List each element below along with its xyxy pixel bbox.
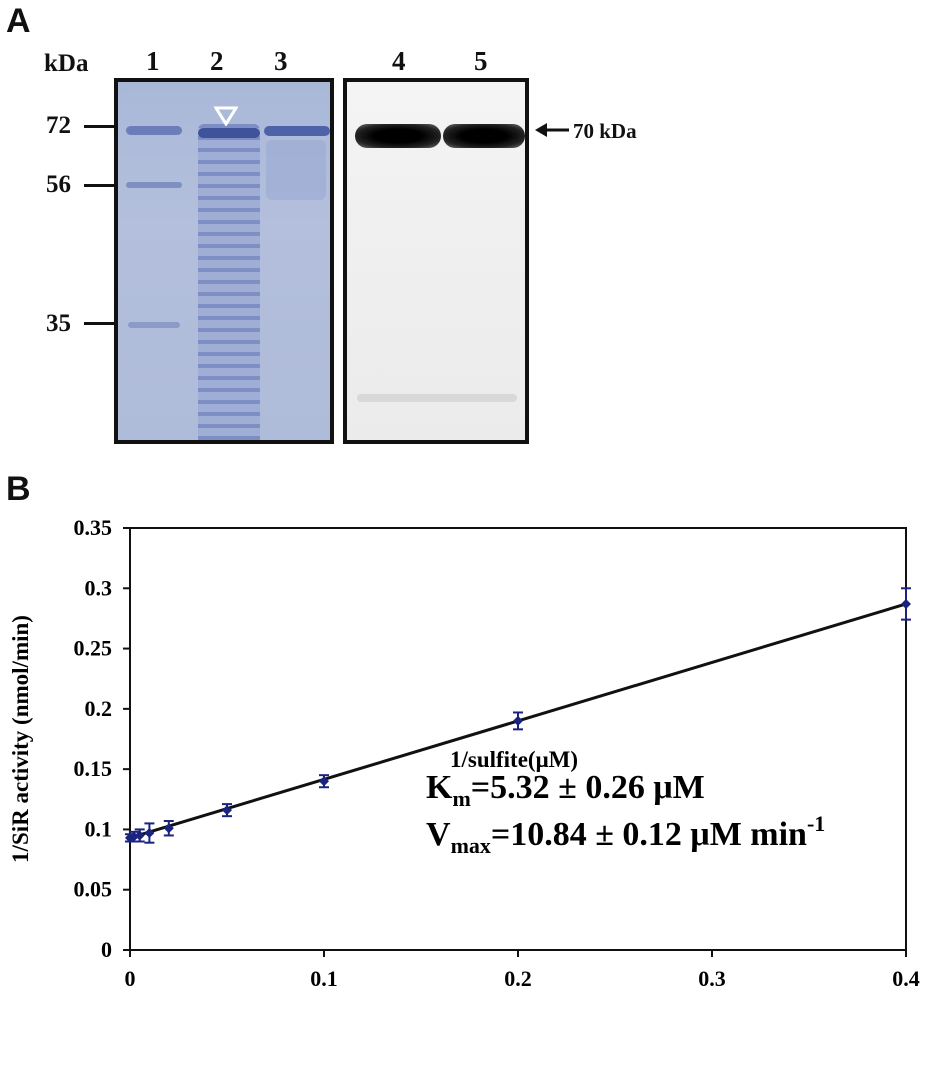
vmax-subscript: max (451, 833, 491, 858)
data-point (513, 715, 523, 726)
y-tick-label: 0.05 (74, 877, 113, 902)
lane2-band-70 (198, 128, 260, 138)
wb-band-lane5 (443, 124, 525, 148)
km-symbol: K (426, 769, 453, 806)
data-point (901, 598, 911, 609)
x-tick-label: 0.4 (892, 966, 920, 991)
band-70kda-annotation: 70 kDa (573, 119, 637, 143)
km-value: =5.32 ± 0.26 μM (471, 769, 705, 806)
data-point (134, 830, 145, 841)
x-tick-label: 0.2 (504, 966, 532, 991)
panel-b-letter: B (6, 470, 31, 508)
data-point (144, 828, 155, 839)
y-tick-label: 0.2 (85, 696, 113, 721)
km-subscript: m (452, 786, 470, 811)
marker-label-35: 35 (46, 310, 71, 337)
y-tick-label: 0.3 (85, 575, 113, 600)
y-tick-label: 0.25 (74, 636, 113, 661)
vmax-symbol: V (426, 816, 451, 853)
plot-frame (129, 527, 907, 951)
marker-tick-35 (84, 322, 118, 325)
y-tick-label: 0.1 (85, 816, 113, 841)
wb-faint-band (357, 394, 517, 402)
km-equation: Km=5.32 ± 0.26 μM (426, 769, 705, 811)
marker-label-72: 72 (46, 112, 71, 139)
lane-number-4: 4 (392, 46, 406, 76)
lane-number-2: 2 (210, 46, 224, 76)
y-tick-label: 0.35 (74, 515, 113, 540)
data-point (163, 823, 174, 834)
lane-number-1: 1 (146, 46, 160, 76)
marker-tick-72 (84, 125, 118, 128)
marker-tick-56 (84, 184, 118, 187)
x-tick-label: 0.1 (310, 966, 338, 991)
wb-band-lane4 (355, 124, 441, 148)
y-tick-label: 0.15 (74, 756, 113, 781)
lineweaver-burk-chart: 00.050.10.150.20.250.30.350 0.1 0.2 0.3 0.4 … (8, 515, 920, 991)
ladder-band-35 (128, 322, 180, 328)
lane3-faint-smear (266, 140, 326, 200)
y-axis-label: 1/SiR activity (nmol/min) (8, 615, 33, 863)
x-tick-label: 0.3 (698, 966, 726, 991)
kda-label: kDa (44, 50, 89, 77)
lane2-smear (198, 124, 260, 440)
lane-number-3: 3 (274, 46, 288, 76)
arrowhead-icon (214, 106, 238, 126)
lane3-band-70 (264, 126, 330, 136)
y-tick-label: 0 (101, 937, 112, 962)
vmax-superscript: -1 (807, 811, 825, 836)
data-point (128, 831, 139, 842)
arrow-left-icon (535, 123, 569, 137)
lane-number-5: 5 (474, 46, 488, 76)
vmax-equation: Vmax=10.84 ± 0.12 μM min-1 (426, 811, 825, 858)
ladder-band-72 (126, 126, 182, 135)
data-point (319, 776, 329, 787)
marker-label-56: 56 (46, 171, 71, 198)
western-blot (343, 78, 529, 444)
vmax-value: =10.84 ± 0.12 μM min (491, 816, 807, 853)
data-point (125, 832, 135, 843)
panel-a-letter: A (6, 2, 31, 40)
sds-page-gel (114, 78, 334, 444)
data-point (222, 805, 232, 816)
x-tick-label: 0 (125, 966, 136, 991)
ladder-band-56 (126, 182, 182, 188)
x-axis-label: 1/sulfite(μM) (450, 747, 578, 772)
